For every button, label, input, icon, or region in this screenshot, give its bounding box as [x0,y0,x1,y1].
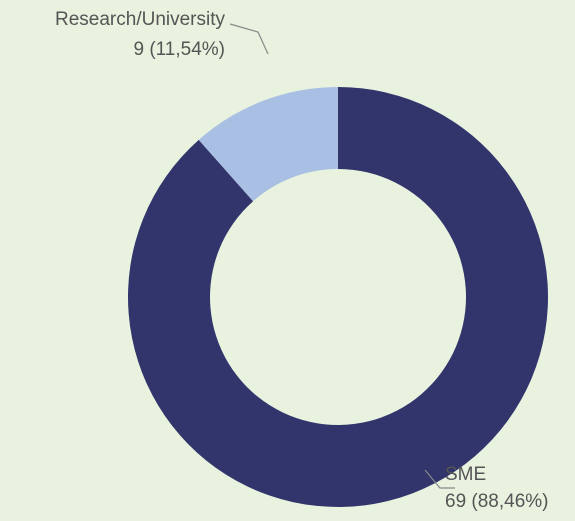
category-label: SME [445,464,486,485]
value-label: 69 (88,46%) [445,491,549,512]
slice [128,87,549,507]
value-label: 9 (11,54%) [133,39,225,60]
leader-line [229,23,269,55]
category-label: Research/University [55,9,225,30]
slice [198,87,338,202]
leader-line [424,469,455,489]
